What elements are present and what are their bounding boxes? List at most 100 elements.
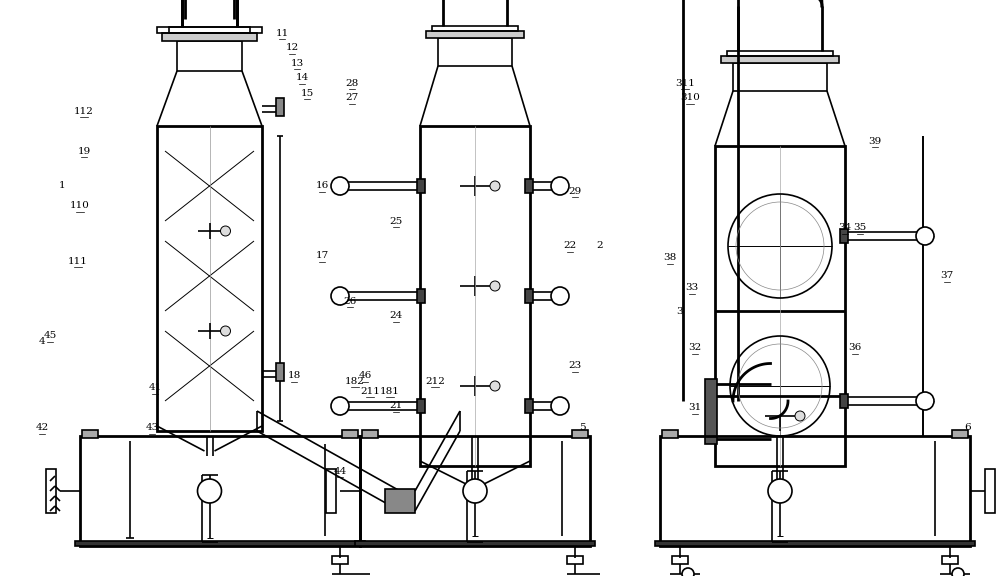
Circle shape <box>551 397 569 415</box>
Bar <box>276 363 284 381</box>
Bar <box>567 556 583 564</box>
Text: 31: 31 <box>688 404 702 412</box>
Circle shape <box>331 177 349 195</box>
Text: 22: 22 <box>563 241 577 251</box>
Circle shape <box>952 568 964 576</box>
Bar <box>942 556 958 564</box>
Bar <box>335 179 343 193</box>
Text: 111: 111 <box>68 256 88 266</box>
Text: 310: 310 <box>680 93 700 103</box>
Circle shape <box>916 392 934 410</box>
Circle shape <box>795 411 805 421</box>
Circle shape <box>220 326 230 336</box>
Circle shape <box>682 568 694 576</box>
Bar <box>715 146 845 466</box>
Bar <box>985 469 995 513</box>
Text: 3: 3 <box>677 306 683 316</box>
Text: 28: 28 <box>345 78 359 88</box>
Text: 311: 311 <box>675 78 695 88</box>
Bar <box>660 436 970 546</box>
Bar <box>438 38 512 66</box>
Bar <box>417 179 425 193</box>
Text: 26: 26 <box>343 297 357 305</box>
Text: 46: 46 <box>358 372 372 381</box>
Bar <box>360 436 590 546</box>
Bar <box>705 378 717 444</box>
Text: 17: 17 <box>315 252 329 260</box>
Bar <box>432 26 518 31</box>
Text: 182: 182 <box>345 377 365 385</box>
Bar <box>525 289 533 303</box>
Text: 1: 1 <box>59 181 65 191</box>
Bar <box>162 33 257 41</box>
Bar <box>426 31 524 38</box>
Bar <box>672 556 688 564</box>
Text: 36: 36 <box>848 343 862 353</box>
Bar <box>342 430 358 438</box>
Bar <box>362 430 378 438</box>
Circle shape <box>331 287 349 305</box>
Bar <box>662 430 678 438</box>
Text: 32: 32 <box>688 343 702 353</box>
Bar <box>840 394 848 408</box>
Circle shape <box>768 479 792 503</box>
Bar <box>75 541 365 546</box>
Text: 42: 42 <box>35 423 49 433</box>
Text: 29: 29 <box>568 187 582 195</box>
Bar <box>417 289 425 303</box>
Text: 35: 35 <box>853 223 867 233</box>
Circle shape <box>551 177 569 195</box>
Bar <box>355 541 595 546</box>
Text: 15: 15 <box>300 89 314 97</box>
Text: 33: 33 <box>685 283 699 293</box>
Circle shape <box>463 479 487 503</box>
Bar <box>572 430 588 438</box>
Text: 11: 11 <box>275 28 289 37</box>
Circle shape <box>490 381 500 391</box>
Text: 13: 13 <box>290 59 304 67</box>
Bar <box>82 430 98 438</box>
Text: 19: 19 <box>77 146 91 156</box>
Text: 181: 181 <box>380 386 400 396</box>
Bar <box>335 289 343 303</box>
Text: 34: 34 <box>838 223 852 233</box>
Text: 18: 18 <box>287 372 301 381</box>
Circle shape <box>916 227 934 245</box>
Bar <box>177 41 242 71</box>
Bar <box>335 399 343 413</box>
Text: 16: 16 <box>315 181 329 191</box>
Text: 38: 38 <box>663 253 677 263</box>
Bar <box>840 229 848 243</box>
Text: 21: 21 <box>389 401 403 411</box>
Text: 112: 112 <box>74 107 94 116</box>
Text: 27: 27 <box>345 93 359 103</box>
Bar <box>525 179 533 193</box>
Text: 44: 44 <box>333 467 347 476</box>
Bar <box>721 56 839 63</box>
Text: 2: 2 <box>597 241 603 251</box>
Text: 41: 41 <box>148 384 162 392</box>
Bar <box>385 489 415 513</box>
Text: 6: 6 <box>965 423 971 433</box>
Bar <box>46 469 56 513</box>
Bar <box>326 469 336 513</box>
Bar <box>952 430 968 438</box>
Text: 5: 5 <box>579 423 585 433</box>
Text: 37: 37 <box>940 271 954 281</box>
Text: 23: 23 <box>568 362 582 370</box>
Bar <box>655 541 975 546</box>
Circle shape <box>331 397 349 415</box>
Text: 24: 24 <box>389 312 403 320</box>
Circle shape <box>490 181 500 191</box>
Circle shape <box>220 226 230 236</box>
Bar <box>417 399 425 413</box>
Text: 43: 43 <box>145 423 159 433</box>
Circle shape <box>551 287 569 305</box>
Bar <box>525 399 533 413</box>
Text: 14: 14 <box>295 74 309 82</box>
Text: 39: 39 <box>868 137 882 146</box>
Text: 25: 25 <box>389 217 403 225</box>
Bar <box>420 126 530 466</box>
Circle shape <box>198 479 222 503</box>
Text: 12: 12 <box>285 44 299 52</box>
